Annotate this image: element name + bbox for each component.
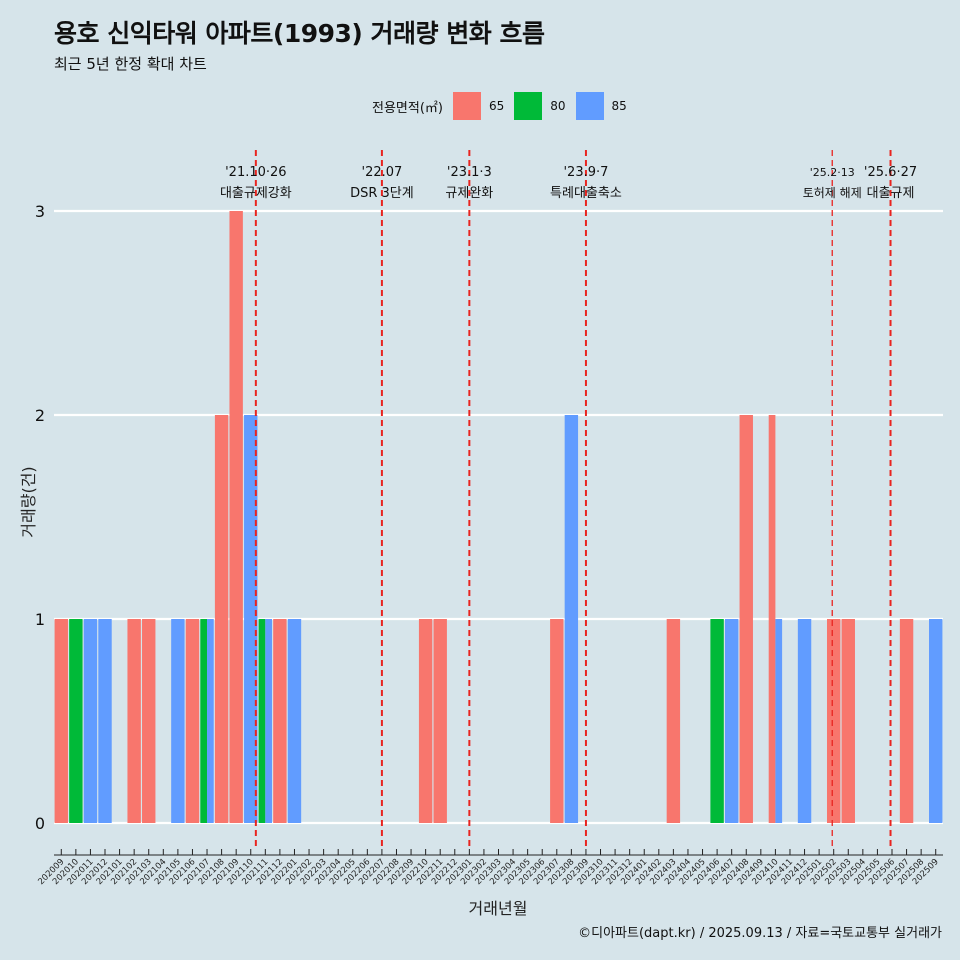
bar-85-202509 xyxy=(929,619,943,823)
x-axis-label: 거래년월 xyxy=(469,899,528,918)
bar-80-202107 xyxy=(200,619,208,823)
bar-80-202406 xyxy=(710,619,724,823)
event-date: '25.2·13 xyxy=(810,166,855,179)
event-label: 대출규제 xyxy=(867,186,915,201)
y-tick-label: 3 xyxy=(35,202,45,221)
event-label: 특례대출축소 xyxy=(550,186,622,201)
chart-title: 용호 신익타워 아파트(1993) 거래량 변화 흐름 xyxy=(54,19,545,48)
event-date: '25.6·27 xyxy=(864,165,917,180)
bar-65-202408 xyxy=(739,415,753,823)
bar-65-202503 xyxy=(841,619,855,823)
bar-65-202112 xyxy=(273,619,287,823)
y-tick-label: 1 xyxy=(35,610,45,629)
legend-swatch-80 xyxy=(514,92,543,120)
bar-85-202412 xyxy=(797,619,812,823)
bar-65-202109 xyxy=(229,211,243,823)
bar-85-202410 xyxy=(775,619,783,823)
legend-swatch-65 xyxy=(452,92,481,120)
event-date: '21.10·26 xyxy=(225,165,286,180)
bar-65-202106 xyxy=(185,619,200,823)
bar-65-202108 xyxy=(214,415,229,823)
event-label: 대출규제강화 xyxy=(220,186,292,201)
source-caption: ©디아파트(dapt.kr) / 2025.09.13 / 자료=국토교통부 실… xyxy=(578,926,942,941)
bar-65-202403 xyxy=(666,619,681,823)
bar-85-202308 xyxy=(564,415,579,823)
bar-85-202110 xyxy=(244,415,258,823)
event-date: '22.07 xyxy=(362,165,403,180)
bar-65-202307 xyxy=(550,619,564,823)
y-tick-label: 2 xyxy=(35,406,45,425)
bar-80-202010 xyxy=(69,619,83,823)
legend-title: 전용면적(㎡) xyxy=(372,100,443,116)
bar-85-202107 xyxy=(207,619,214,823)
annotations: '21.10·26 대출규제강화 '22.07 DSR 3단계 '23.1·3 규제완화 '… xyxy=(220,150,917,850)
y-axis-label: 거래량(건) xyxy=(19,466,38,537)
bar-65-202103 xyxy=(142,619,156,823)
bars xyxy=(54,211,943,823)
bar-85-202201 xyxy=(287,619,302,823)
bar-85-202407 xyxy=(724,619,739,823)
bar-65-202211 xyxy=(433,619,447,823)
event-date: '23.9·7 xyxy=(563,165,608,180)
legend-swatch-85 xyxy=(575,92,604,120)
bar-65-202507 xyxy=(899,619,914,823)
y-axis: 0 1 2 3 xyxy=(35,202,45,833)
bar-85-202105 xyxy=(171,619,185,823)
event-label: 토허제 해제 xyxy=(803,186,862,200)
x-axis: 2020092020102020112020122021012021022021… xyxy=(36,849,943,887)
legend-label-80: 80 xyxy=(550,99,566,113)
bar-65-202102 xyxy=(127,619,141,823)
bar-65-202410 xyxy=(768,415,776,823)
legend: 전용면적(㎡) 65 80 85 xyxy=(372,92,637,120)
bar-80-202111 xyxy=(258,619,266,823)
bar-65-202009 xyxy=(54,619,68,823)
legend-label-65: 65 xyxy=(488,99,505,113)
legend-label-85: 85 xyxy=(611,99,627,113)
bar-65-202502 xyxy=(826,619,841,823)
bar-85-202011 xyxy=(83,619,98,823)
event-label: DSR 3단계 xyxy=(350,186,414,201)
chart-subtitle: 최근 5년 한정 확대 차트 xyxy=(54,55,207,73)
event-date: '23.1·3 xyxy=(447,165,492,180)
bar-85-202012 xyxy=(98,619,112,823)
y-tick-label: 0 xyxy=(35,814,45,833)
bar-65-202210 xyxy=(418,619,433,823)
bar-85-202111 xyxy=(265,619,273,823)
event-label: 규제완화 xyxy=(445,186,493,201)
